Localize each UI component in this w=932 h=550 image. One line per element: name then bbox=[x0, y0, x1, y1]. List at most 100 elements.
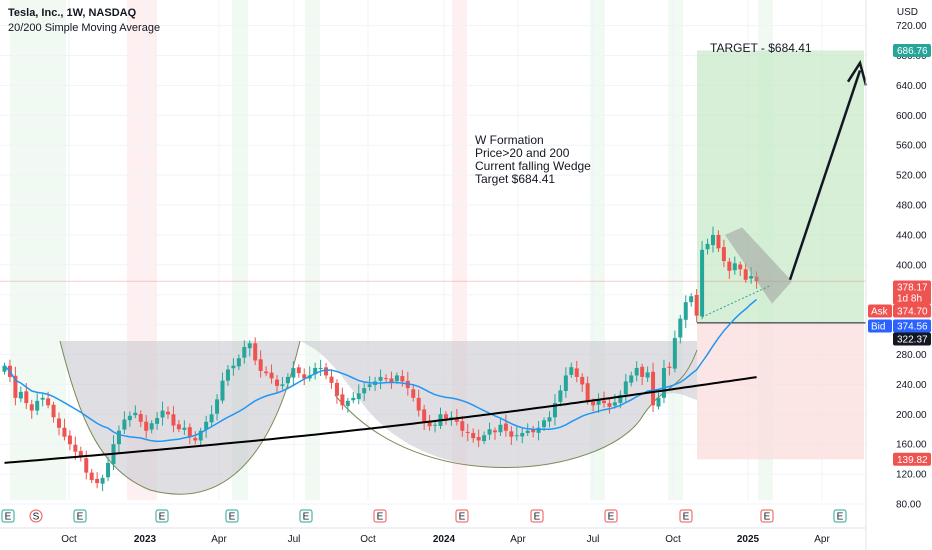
price-tag-prefix: Bid bbox=[871, 322, 885, 333]
note-line: W Formation bbox=[475, 133, 544, 147]
candle-body bbox=[84, 458, 89, 473]
wedge-dashline bbox=[701, 285, 771, 318]
candle-body bbox=[362, 388, 367, 394]
candle-body bbox=[493, 430, 497, 433]
session-band bbox=[668, 0, 683, 500]
sma200-line bbox=[4, 376, 757, 464]
event-marker bbox=[455, 509, 469, 523]
candle-body bbox=[160, 410, 165, 418]
time-tick-label: Apr bbox=[211, 534, 227, 545]
note-line: Target $684.41 bbox=[475, 172, 555, 186]
candle-body bbox=[672, 338, 677, 369]
candle-body bbox=[416, 397, 421, 411]
candle-body bbox=[678, 318, 683, 338]
price-tag-label: 374.70 bbox=[897, 307, 928, 318]
candle-body bbox=[35, 400, 40, 411]
candle-body bbox=[433, 424, 438, 426]
event-marker-label: E bbox=[837, 512, 844, 523]
candle-body bbox=[732, 263, 737, 271]
candle-body bbox=[443, 414, 448, 420]
time-axis[interactable]: Oct 2023 Apr Jul Oct 2024 Apr Jul Oct 2025 Apr bbox=[0, 527, 866, 545]
candle-body bbox=[367, 384, 372, 387]
price-tick-label: 600.00 bbox=[896, 111, 927, 122]
price-tag-prefix-box bbox=[868, 319, 892, 333]
ticker-title: Tesla, Inc., 1W, NASDAQ bbox=[8, 7, 137, 19]
candle-body bbox=[738, 264, 743, 270]
candle-body bbox=[13, 375, 18, 398]
price-tag bbox=[893, 319, 931, 333]
candle-body bbox=[57, 418, 61, 428]
price-tick-label: 240.00 bbox=[896, 380, 927, 391]
event-marker-label: E bbox=[5, 512, 12, 523]
candle-body bbox=[334, 382, 339, 396]
candle-body bbox=[667, 366, 672, 368]
candle-body bbox=[209, 414, 214, 423]
candle-body bbox=[280, 384, 285, 386]
price-tag bbox=[893, 280, 931, 305]
candle-body bbox=[460, 421, 465, 431]
event-marker bbox=[73, 509, 87, 523]
candle-body bbox=[449, 417, 454, 419]
candle-body bbox=[302, 374, 307, 379]
event-marker-label: E bbox=[229, 512, 236, 523]
candle-body bbox=[384, 378, 388, 380]
candle-body bbox=[552, 403, 557, 418]
candle-body bbox=[182, 427, 187, 430]
candle-body bbox=[155, 418, 160, 424]
candle-body bbox=[700, 249, 705, 317]
drawings bbox=[701, 59, 868, 318]
currency-label: USD bbox=[896, 7, 918, 18]
candle-body bbox=[187, 427, 192, 437]
candle-body bbox=[220, 380, 225, 401]
candle-body bbox=[138, 414, 143, 422]
time-tick-label: 2025 bbox=[737, 534, 760, 545]
price-tag bbox=[893, 332, 931, 346]
price-tick-label: 80.00 bbox=[896, 500, 921, 511]
price-tick-label: 520.00 bbox=[896, 171, 927, 182]
event-marker bbox=[155, 509, 169, 523]
candle-body bbox=[166, 411, 170, 415]
price-tick-label: 120.00 bbox=[896, 470, 927, 481]
candle-body bbox=[520, 432, 525, 437]
candle-body bbox=[689, 296, 694, 303]
candle-body bbox=[149, 423, 154, 430]
candle-body bbox=[2, 365, 7, 372]
sma20-line bbox=[3, 298, 758, 443]
candle-body bbox=[18, 391, 23, 399]
candle-body bbox=[514, 435, 519, 437]
candle-body bbox=[503, 423, 508, 431]
candle-body bbox=[602, 400, 606, 404]
event-marker bbox=[225, 509, 239, 523]
candle-body bbox=[89, 472, 94, 481]
event-marker-label: E bbox=[459, 512, 466, 523]
price-tick-label: 400.00 bbox=[896, 260, 927, 271]
candle-body bbox=[721, 247, 726, 262]
candle-body bbox=[482, 435, 487, 442]
candle-body bbox=[291, 367, 296, 378]
candle-body bbox=[122, 419, 127, 430]
candle-body bbox=[509, 431, 514, 437]
candle-body bbox=[531, 429, 536, 433]
event-marker-label: E bbox=[303, 512, 310, 523]
candle-body bbox=[645, 372, 650, 378]
event-marker-label: E bbox=[77, 512, 84, 523]
event-marker bbox=[833, 509, 847, 523]
target-arrow bbox=[788, 70, 862, 281]
event-marker-label: E bbox=[377, 512, 384, 523]
price-tag-label: 686.76 bbox=[897, 46, 928, 57]
candle-body bbox=[612, 402, 617, 406]
candle-body bbox=[198, 430, 203, 441]
price-axis[interactable]: 80.00120.00160.00200.00240.00280.00320.0… bbox=[865, 0, 927, 550]
price-tag-prefix: Ask bbox=[871, 307, 889, 318]
candle-body bbox=[661, 367, 666, 398]
chart-legend: Tesla, Inc., 1W, NASDAQ 20/200 Simple Mo… bbox=[8, 6, 160, 36]
time-tick-label: Oct bbox=[61, 534, 77, 545]
candle-body bbox=[204, 421, 209, 430]
price-tag-label: 378.17 bbox=[897, 283, 928, 294]
candle-body bbox=[171, 414, 176, 426]
candle-body bbox=[253, 343, 258, 361]
candle-body bbox=[285, 376, 290, 384]
candle-body bbox=[580, 376, 585, 385]
